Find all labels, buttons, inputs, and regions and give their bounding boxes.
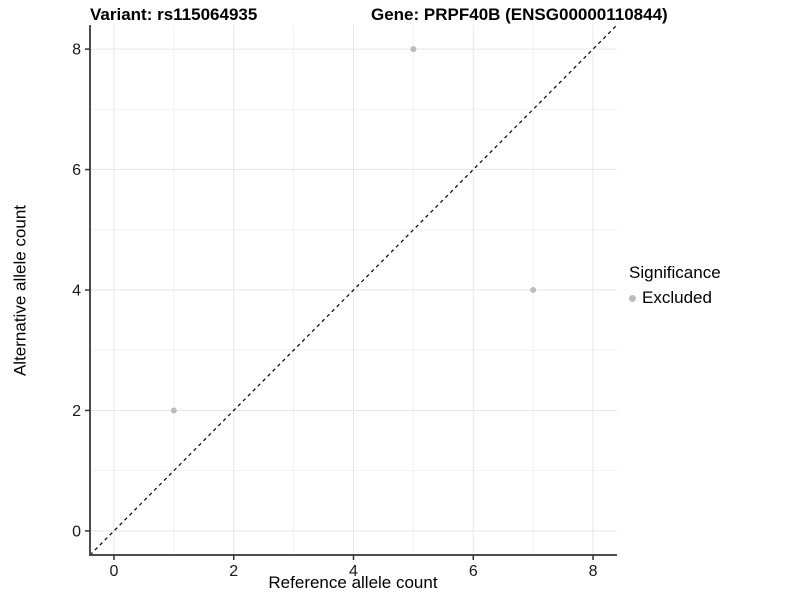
legend: Significance Excluded	[629, 263, 721, 308]
y-tick-label: 8	[72, 42, 81, 59]
y-tick-label: 6	[72, 162, 81, 179]
gene-title: Gene: PRPF40B (ENSG00000110844)	[371, 5, 668, 24]
y-tick-label: 0	[72, 523, 81, 540]
x-tick-label: 0	[110, 563, 119, 580]
x-tick-label: 6	[469, 563, 478, 580]
legend-title: Significance	[629, 263, 721, 282]
x-tick-label: 2	[229, 563, 238, 580]
data-point	[170, 407, 177, 414]
x-axis-title: Reference allele count	[268, 573, 438, 592]
legend-item-label: Excluded	[642, 288, 712, 307]
y-tick-label: 2	[72, 403, 81, 420]
y-axis-title: Alternative allele count	[10, 204, 30, 377]
data-point	[410, 46, 417, 53]
excluded-swatch-icon	[629, 294, 636, 302]
x-tick-label: 8	[589, 563, 598, 580]
y-tick-label: 4	[72, 283, 81, 300]
legend-item-excluded: Excluded	[629, 288, 721, 308]
variant-title: Variant: rs115064935	[90, 5, 258, 24]
data-point	[530, 287, 537, 293]
identity-dashed-line	[89, 24, 618, 556]
x-tick-label: 4	[349, 563, 358, 580]
